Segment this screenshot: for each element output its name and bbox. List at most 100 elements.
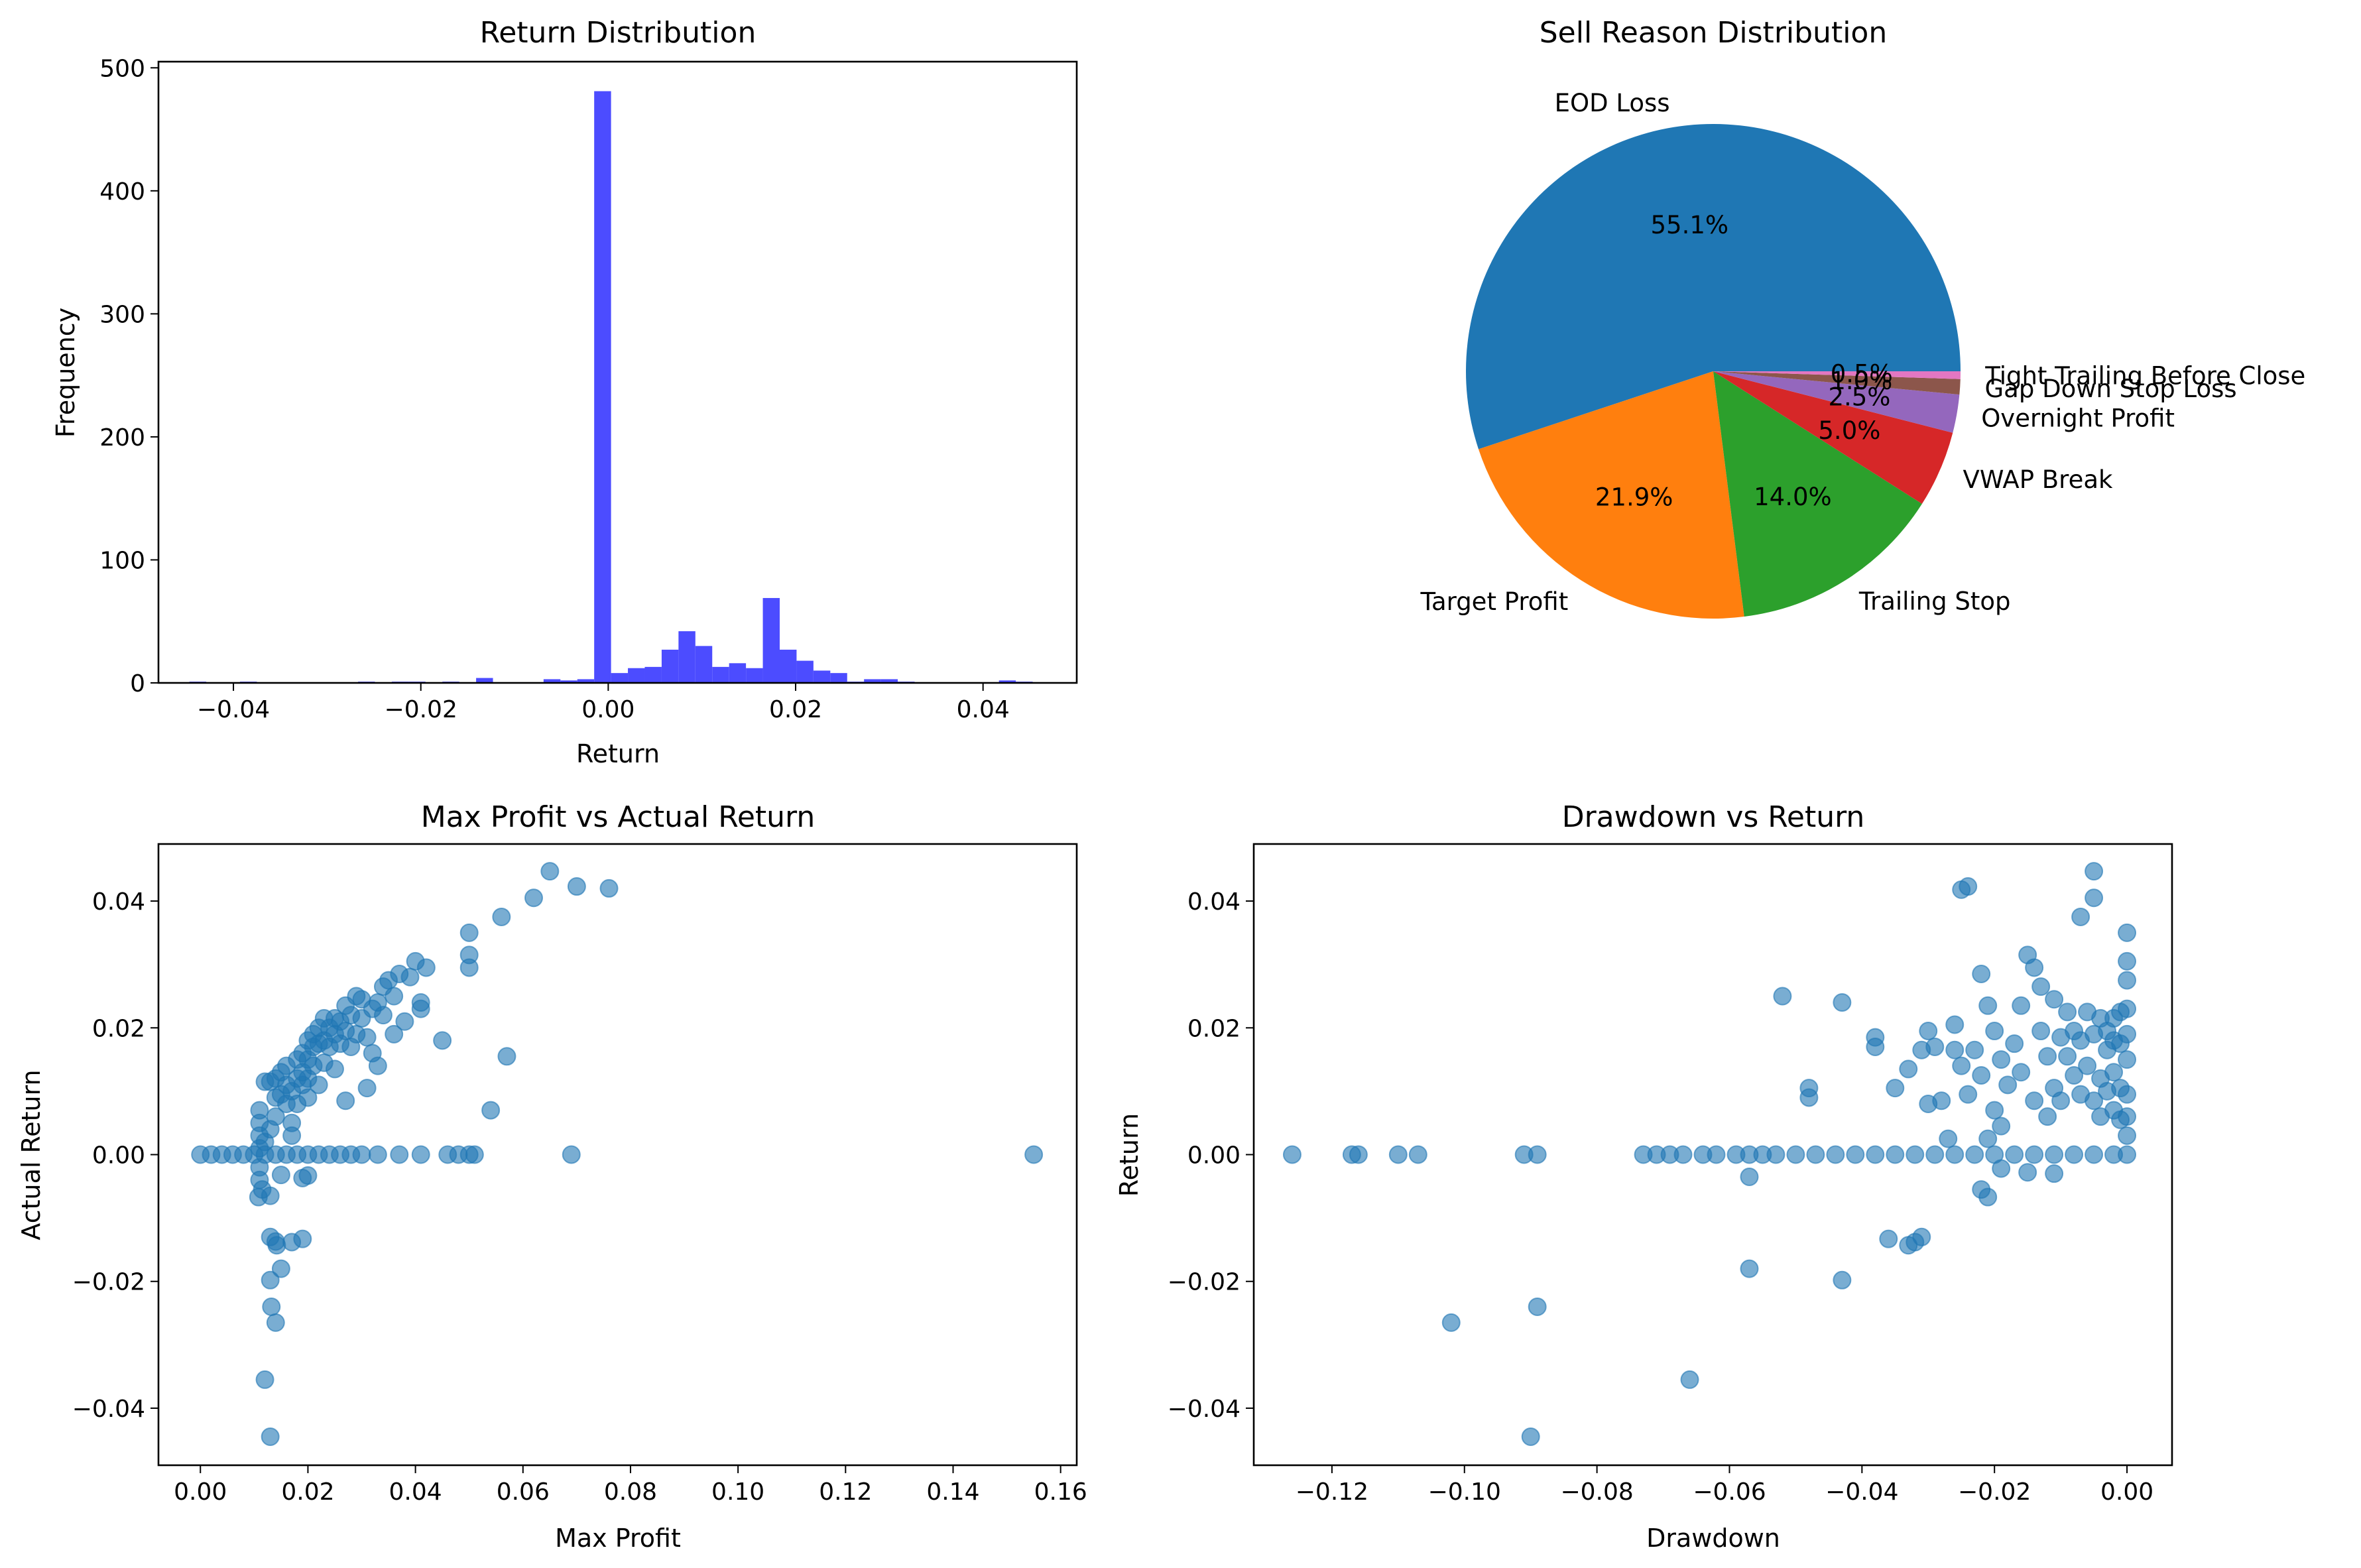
sc2-point: [2085, 1145, 2104, 1164]
hist-bars: [189, 91, 1033, 683]
pie-slice: [1478, 371, 1744, 619]
sc2-point: [1945, 1145, 1965, 1164]
sc1-point: [416, 958, 436, 977]
hist-y-tick-label: 100: [99, 547, 145, 574]
sc2-x-label: Drawdown: [1646, 1524, 1780, 1553]
sc2-point: [2051, 1091, 2071, 1111]
sc1-point: [267, 1236, 286, 1255]
sc2-point: [1919, 1095, 1938, 1114]
pie-category-label: Tight Trailing Before Close: [1984, 361, 2305, 390]
hist-x-tick-label: −0.04: [197, 696, 270, 723]
hist-bar: [796, 660, 814, 683]
sc2-x-ticks: −0.12 −0.10 −0.08 −0.06 −0.04 −0.02 0.00: [1296, 1465, 2153, 1506]
pie-category-label: Gap Down Stop Loss: [1984, 375, 2236, 403]
sc2-point: [1740, 1167, 1759, 1186]
hist-bar: [644, 666, 662, 683]
sc2-point: [2045, 990, 2064, 1009]
sc2-point: [1408, 1145, 1427, 1164]
sc2-point: [2118, 971, 2137, 990]
hist-bar: [543, 679, 561, 683]
sc1-point: [562, 1145, 581, 1164]
sc2-point: [2071, 907, 2090, 926]
sc2-point: [2065, 1145, 2084, 1164]
sc2-point: [1972, 1065, 1991, 1085]
sc1-point: [266, 1313, 285, 1332]
sc1-point: [325, 1059, 344, 1079]
sc1-point: [524, 888, 544, 908]
sc2-point: [2118, 1126, 2137, 1145]
sc2-point: [1899, 1236, 1918, 1255]
sc1-point: [357, 1028, 377, 1047]
sc2-point: [1959, 877, 1978, 896]
sc2-point: [2012, 1063, 2031, 1082]
sc2-point: [1282, 1145, 1302, 1164]
sc2-point: [1806, 1145, 1825, 1164]
sc2-point: [1965, 1145, 1984, 1164]
hist-bar: [560, 680, 577, 683]
hist-x-tick-label: 0.04: [957, 696, 1010, 723]
sc2-y-tick-label: 0.00: [1187, 1142, 1241, 1170]
sc1-point: [336, 1091, 355, 1111]
sc2-point: [1939, 1129, 1958, 1148]
sc2-point: [2065, 1065, 2084, 1085]
pie-title: Sell Reason Distribution: [1540, 16, 1887, 50]
pie-pct-label: 55.1%: [1651, 211, 1729, 239]
sc2-point: [1978, 1129, 1998, 1148]
sc1-point: [298, 1166, 318, 1185]
sc2-point: [2025, 958, 2044, 977]
sc1-x-tick-label: 0.02: [281, 1478, 334, 1506]
hist-x-ticks: −0.04 −0.02 0.00 0.02 0.04: [197, 683, 1010, 723]
sc2-y-tick-label: −0.02: [1168, 1269, 1241, 1296]
pie-labels: 55.1% EOD Loss 21.9% Target Profit 14.0% Trai…: [1420, 89, 2305, 616]
sc2-point: [2038, 1107, 2057, 1126]
hist-y-tick-label: 400: [99, 178, 145, 206]
sc1-point: [385, 987, 404, 1006]
sc2-point: [2045, 1164, 2064, 1183]
sc2-point: [1998, 1075, 2018, 1095]
sc2-y-tick-label: −0.04: [1168, 1396, 1241, 1423]
sc1-x-tick-label: 0.00: [174, 1478, 227, 1506]
sc1-point: [352, 1145, 371, 1164]
sc1-point: [368, 1145, 387, 1164]
sc1-point: [599, 878, 619, 898]
sc2-point: [2031, 1022, 2051, 1041]
sc2-point: [1906, 1145, 1925, 1164]
hist-bar: [999, 680, 1016, 683]
sc2-point: [1866, 1145, 1885, 1164]
sc2-point: [2118, 999, 2137, 1018]
sc2-point: [2018, 1163, 2037, 1182]
sc1-x-label: Max Profit: [555, 1524, 681, 1553]
sc1-point: [400, 967, 420, 987]
pie-category-label: Target Profit: [1420, 587, 1568, 616]
sc1-x-tick-label: 0.16: [1034, 1478, 1087, 1506]
sc1-point: [385, 1024, 404, 1044]
sc1-points: [191, 862, 1044, 1446]
hist-bar: [611, 673, 629, 683]
sc2-point: [2118, 951, 2137, 971]
hist-y-tick-label: 500: [99, 55, 145, 82]
hist-y-label: Frequency: [51, 308, 80, 438]
sc1-x-tick-label: 0.08: [604, 1478, 657, 1506]
sc2-point: [1773, 987, 1792, 1006]
sc2-y-ticks: −0.04 −0.02 0.00 0.02 0.04: [1168, 888, 1254, 1423]
sc1-point: [261, 1270, 280, 1290]
sc1-y-tick-label: 0.00: [92, 1142, 145, 1170]
sc1-x-ticks: 0.00 0.02 0.04 0.06 0.08 0.10 0.12 0.14 0.16: [174, 1465, 1087, 1506]
hist-y-tick-label: 200: [99, 424, 145, 452]
sc1-point: [459, 958, 479, 977]
pie-slice: [1713, 371, 1922, 617]
sc2-axes-frame: [1252, 843, 2173, 1467]
sc1-y-tick-label: 0.04: [92, 888, 145, 916]
sc2-point: [1673, 1145, 1693, 1164]
hist-bar: [813, 670, 831, 683]
hist-bar: [577, 679, 595, 683]
sc2-point: [2025, 1091, 2044, 1111]
sc2-point: [1985, 1101, 2004, 1120]
sc1-x-tick-label: 0.14: [926, 1478, 979, 1506]
hist-bar: [628, 668, 645, 683]
sc2-point: [2118, 1024, 2137, 1044]
sc1-axes-frame: [157, 843, 1078, 1467]
sc1-point: [567, 877, 586, 896]
sc2-point: [2038, 1047, 2057, 1066]
sc2-point: [1826, 1145, 1845, 1164]
